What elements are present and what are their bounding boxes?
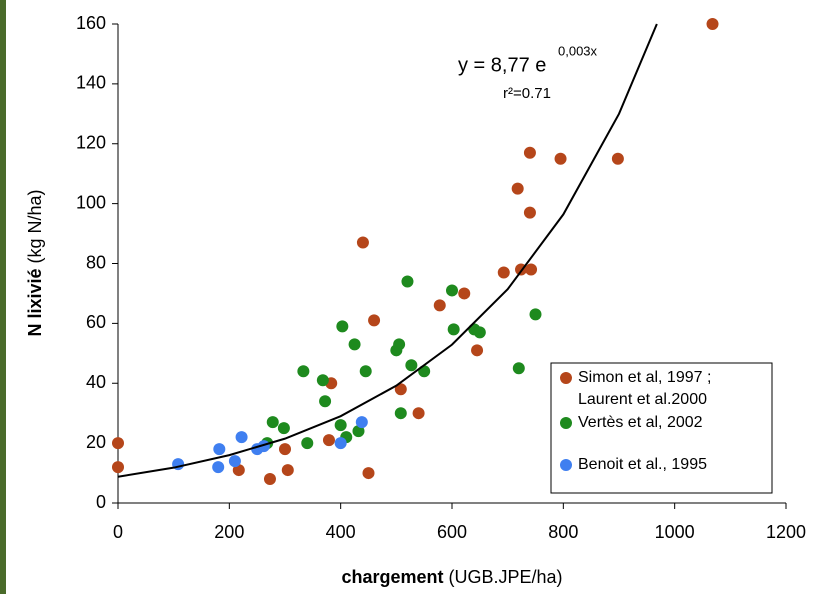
point <box>213 443 226 456</box>
point <box>706 18 719 30</box>
point <box>473 326 486 339</box>
x-axis-title-unit: (UGB.JPE/ha) <box>449 567 563 587</box>
point <box>458 287 471 300</box>
point <box>228 455 241 468</box>
equation: y = 8,77 e <box>458 54 546 76</box>
y-axis-title-unit: (kg N/ha) <box>25 189 45 263</box>
point <box>525 263 538 276</box>
y-tick-label: 40 <box>86 372 106 392</box>
point <box>212 461 225 474</box>
x-tick-label: 400 <box>326 522 356 542</box>
fit-curve <box>117 23 658 478</box>
legend-marker <box>560 459 572 471</box>
point <box>529 308 542 321</box>
point <box>266 416 279 429</box>
x-tick-label: 200 <box>214 522 244 542</box>
x-tick-label: 1200 <box>766 522 806 542</box>
x-tick-label: 1000 <box>655 522 695 542</box>
point <box>433 299 446 312</box>
x-axis-title-text: chargement (UGB.JPE/ha) <box>341 567 562 587</box>
point <box>336 320 349 333</box>
point <box>319 395 332 408</box>
point <box>523 206 536 219</box>
point <box>297 365 310 378</box>
point <box>412 407 425 420</box>
point <box>554 152 567 165</box>
point <box>368 314 381 327</box>
x-axis-title-bold: chargement <box>341 567 443 587</box>
point <box>301 437 314 450</box>
point <box>511 182 524 195</box>
y-axis-title-bold: N lixivié <box>25 269 45 337</box>
legend-marker <box>560 417 572 429</box>
point <box>512 362 525 375</box>
point <box>359 365 372 378</box>
point <box>611 152 624 165</box>
point <box>471 344 484 357</box>
point <box>277 422 290 435</box>
y-tick-label: 60 <box>86 312 106 332</box>
y-tick-label: 20 <box>86 432 106 452</box>
point <box>348 338 361 351</box>
legend-marker <box>560 372 572 384</box>
point <box>263 473 276 486</box>
point <box>232 464 245 477</box>
y-axis-title: N lixivié (kg N/ha) <box>25 189 45 336</box>
x-tick-label: 0 <box>113 522 123 542</box>
point <box>447 323 460 336</box>
y-tick-label: 100 <box>76 192 106 212</box>
point <box>401 275 414 288</box>
point <box>355 416 368 429</box>
point <box>279 443 291 456</box>
point <box>112 437 124 450</box>
point <box>446 284 458 297</box>
point <box>362 467 375 480</box>
y-tick-label: 80 <box>86 252 106 272</box>
r-squared: r²=0.71 <box>503 85 551 102</box>
legend-label: Benoit et al., 1995 <box>578 456 707 473</box>
point <box>393 338 406 351</box>
x-tick-label: 800 <box>548 522 578 542</box>
point <box>405 359 418 372</box>
y-tick-label: 0 <box>96 492 106 512</box>
point <box>112 461 124 474</box>
point <box>235 431 248 444</box>
point <box>356 236 369 249</box>
equation-exponent: 0,003x <box>558 43 598 58</box>
legend-box <box>550 362 773 494</box>
y-tick-label: 160 <box>76 13 106 33</box>
x-axis-title: chargement (UGB.JPE/ha) <box>341 567 562 587</box>
photo-edge <box>0 0 6 594</box>
point <box>497 266 510 279</box>
y-tick-label: 140 <box>76 73 106 93</box>
point <box>394 383 407 396</box>
point <box>316 374 329 387</box>
point <box>322 434 335 447</box>
legend-label: Simon et al, 1997 ; Laurent et al.2000 <box>578 369 712 408</box>
point <box>394 407 407 420</box>
point <box>334 437 347 450</box>
x-tick-label: 600 <box>437 522 467 542</box>
y-tick-label: 120 <box>76 133 106 153</box>
point <box>334 419 347 432</box>
legend-label: Vertès et al, 2002 <box>578 414 703 431</box>
point <box>523 146 536 159</box>
point <box>281 464 294 477</box>
